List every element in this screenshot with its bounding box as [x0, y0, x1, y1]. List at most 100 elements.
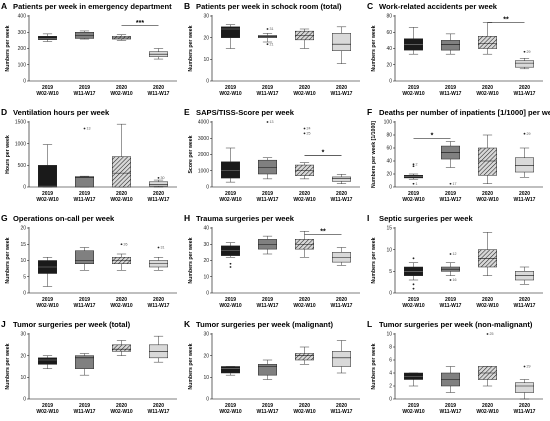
outlier-point [412, 287, 415, 290]
outlier-label: 29 [527, 50, 531, 54]
y-tick-label: 2 [389, 384, 392, 390]
y-axis-label: Numbers per week [5, 25, 11, 71]
x-tick-label-year: 2020 [153, 191, 164, 197]
y-axis-label: Numbers per week [5, 237, 11, 283]
panel-l: L Tumor surgeries per week (non-malignant… [367, 319, 543, 415]
x-tick-label-year: 2020 [482, 297, 493, 303]
x-tick-label-weeks: W02-W10 [219, 303, 241, 309]
x-tick-label-year: 2020 [116, 297, 127, 303]
y-tick-label: 20 [203, 258, 209, 264]
chart-title: Trauma surgeries per week [196, 214, 295, 223]
outlier-label: 29 [527, 365, 531, 369]
outlier-point [449, 253, 452, 255]
outlier-label: 26 [124, 242, 128, 246]
box-1 [75, 176, 94, 188]
y-tick-label: 0 [389, 79, 392, 85]
significance-label: ** [503, 17, 509, 24]
y-tick-label: 6 [389, 358, 392, 364]
x-tick-label-year: 2020 [519, 403, 530, 409]
y-tick-label: 20 [203, 35, 209, 41]
panel-letter: H [184, 213, 190, 223]
x-tick-label-weeks: W11-W17 [257, 303, 279, 309]
x-tick-label-weeks: W02-W10 [219, 409, 241, 415]
y-tick-label: 2000 [198, 152, 209, 158]
x-tick-label-year: 2019 [262, 85, 273, 91]
outlier-point [157, 246, 160, 249]
outlier-point [303, 127, 306, 130]
outlier-label: 25 [307, 132, 311, 136]
x-tick-label-weeks: W02-W10 [36, 91, 58, 97]
panel-h: H Trauma surgeries per week Numbers per we… [184, 213, 360, 309]
outlier-point [229, 262, 232, 265]
x-tick-label-weeks: W02-W10 [110, 197, 132, 203]
y-tick-label: 20 [20, 226, 26, 232]
x-tick-label-year: 2019 [445, 297, 456, 303]
x-tick-label-weeks: W11-W17 [440, 303, 462, 309]
chart-title: Deaths per number of inpatients [1/1000]… [379, 108, 550, 117]
x-tick-label-year: 2020 [299, 191, 310, 197]
outlier-label: 25 [490, 332, 494, 336]
y-axis-label: Hours per week [5, 135, 11, 174]
y-tick-label: 5 [389, 269, 392, 275]
box-1 [258, 364, 277, 376]
x-tick-label-year: 2019 [79, 85, 90, 91]
y-tick-label: 40 [386, 46, 392, 52]
x-tick-label-weeks: W11-W17 [257, 409, 279, 415]
chart-title: Ventilation hours per week [13, 108, 110, 117]
box-3 [149, 181, 168, 187]
outlier-point [412, 182, 415, 185]
x-tick-label-weeks: W11-W17 [440, 91, 462, 97]
box-2 [478, 36, 497, 49]
x-tick-label-weeks: W11-W17 [148, 303, 170, 309]
x-tick-label-weeks: W11-W17 [331, 197, 353, 203]
y-tick-label: 5 [23, 274, 26, 280]
x-tick-label-year: 2019 [445, 85, 456, 91]
y-tick-label: 60 [386, 30, 392, 36]
x-tick-label-weeks: W11-W17 [74, 303, 96, 309]
x-tick-label-year: 2020 [299, 403, 310, 409]
y-tick-label: 10 [203, 375, 209, 381]
x-tick-label-weeks: W02-W10 [402, 197, 424, 203]
x-tick-label-weeks: W02-W10 [36, 197, 58, 203]
outlier-point [157, 177, 160, 179]
x-tick-label-year: 2020 [519, 191, 530, 197]
y-tick-label: 20 [203, 353, 209, 359]
x-tick-label-weeks: W02-W10 [110, 91, 132, 97]
outlier-label: 24 [307, 127, 311, 131]
box-3 [332, 33, 351, 51]
outlier-point [266, 121, 269, 123]
x-tick-label-weeks: W02-W10 [402, 409, 424, 415]
outlier-label: 13 [87, 127, 91, 131]
x-tick-label-year: 2020 [519, 297, 530, 303]
box-3 [515, 382, 534, 393]
box-1 [258, 159, 277, 175]
y-axis-label: Score per week [188, 135, 194, 173]
outlier-label: 21 [270, 42, 274, 46]
y-tick-label: 15 [20, 242, 26, 248]
outlier-point [266, 28, 269, 30]
outlier-point [266, 43, 269, 46]
box-3 [515, 157, 534, 173]
chart-title: Patients per week in schock room (total) [196, 2, 342, 11]
y-axis-label: Numbers per week [371, 25, 377, 71]
y-tick-label: 30 [203, 14, 209, 20]
y-axis-label: Numbers per week [371, 237, 377, 283]
y-tick-label: 0 [23, 79, 26, 85]
x-tick-label-weeks: W02-W10 [476, 197, 498, 203]
outlier-label: 29 [527, 132, 531, 136]
x-tick-label-weeks: W11-W17 [74, 197, 96, 203]
x-tick-label-year: 2020 [153, 297, 164, 303]
x-tick-label-year: 2019 [42, 297, 53, 303]
x-tick-label-weeks: W11-W17 [148, 91, 170, 97]
y-tick-label: 80 [386, 133, 392, 139]
x-tick-label-weeks: W02-W10 [219, 91, 241, 97]
y-tick-label: 0 [23, 185, 26, 191]
y-tick-label: 100 [384, 120, 393, 126]
x-tick-label-weeks: W11-W17 [331, 409, 353, 415]
outlier-point [449, 279, 452, 281]
box-0 [221, 26, 240, 38]
panel-letter: B [184, 1, 190, 11]
x-tick-label-year: 2019 [225, 403, 236, 409]
panel-j: J Tumor surgeries per week (total) Numbers… [1, 319, 177, 415]
